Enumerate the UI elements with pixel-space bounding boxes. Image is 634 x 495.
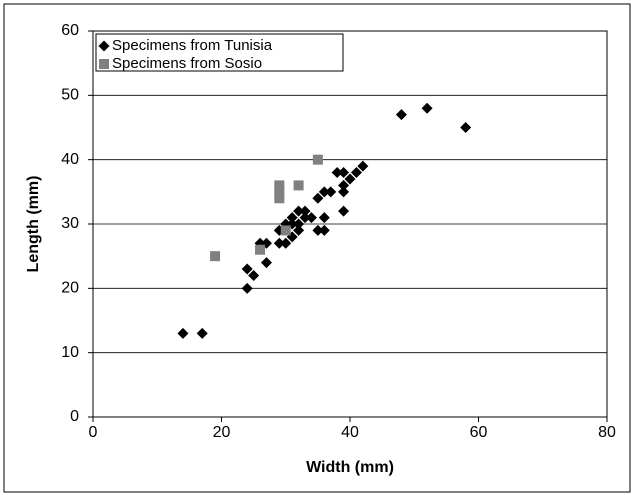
point xyxy=(318,224,330,236)
point xyxy=(338,186,350,198)
point xyxy=(312,154,323,165)
y-tick-label: 40 xyxy=(61,151,79,168)
point xyxy=(260,257,272,269)
point xyxy=(177,327,189,339)
point xyxy=(293,180,304,191)
point xyxy=(286,212,298,224)
x-tick-label: 80 xyxy=(598,424,616,441)
x-tick-label: 20 xyxy=(213,424,231,441)
point xyxy=(312,224,324,236)
y-axis-label: Length (mm) xyxy=(25,176,42,273)
plot-area xyxy=(92,30,608,418)
point xyxy=(293,218,305,230)
point xyxy=(274,186,285,197)
point xyxy=(293,224,305,236)
point xyxy=(299,205,311,217)
point xyxy=(338,205,350,217)
legend-label: Specimens from Tunisia xyxy=(112,37,273,54)
point xyxy=(338,179,350,191)
point xyxy=(338,167,350,179)
point xyxy=(350,167,362,179)
point xyxy=(318,212,330,224)
point xyxy=(305,212,317,224)
chart-border xyxy=(3,3,631,493)
point xyxy=(344,173,356,185)
point xyxy=(293,205,305,217)
point xyxy=(248,269,260,281)
point xyxy=(241,282,253,294)
point xyxy=(312,192,324,204)
point xyxy=(299,212,311,224)
point xyxy=(241,263,253,275)
point xyxy=(210,251,221,262)
point xyxy=(280,237,292,249)
point xyxy=(395,109,407,121)
point xyxy=(274,180,285,191)
point xyxy=(421,102,433,114)
point xyxy=(273,237,285,249)
legend-marker xyxy=(98,40,110,52)
point xyxy=(325,186,337,198)
x-tick-label: 0 xyxy=(89,424,98,441)
x-tick-label: 40 xyxy=(341,424,359,441)
x-tick-label: 60 xyxy=(470,424,488,441)
y-tick-label: 60 xyxy=(61,22,79,39)
y-tick-label: 0 xyxy=(70,408,79,425)
point xyxy=(196,327,208,339)
y-tick-label: 50 xyxy=(61,87,79,104)
y-tick-label: 20 xyxy=(61,280,79,297)
legend-box xyxy=(95,33,344,72)
y-tick-label: 10 xyxy=(61,344,79,361)
x-axis-label: Width (mm) xyxy=(306,459,394,476)
point xyxy=(255,244,266,255)
legend-label: Specimens from Sosio xyxy=(112,55,262,72)
point xyxy=(357,160,369,172)
y-tick-label: 30 xyxy=(61,215,79,232)
point xyxy=(274,193,285,204)
point xyxy=(280,225,291,236)
point xyxy=(331,167,343,179)
legend-marker xyxy=(99,59,109,69)
point xyxy=(460,122,472,133)
point xyxy=(318,186,330,198)
